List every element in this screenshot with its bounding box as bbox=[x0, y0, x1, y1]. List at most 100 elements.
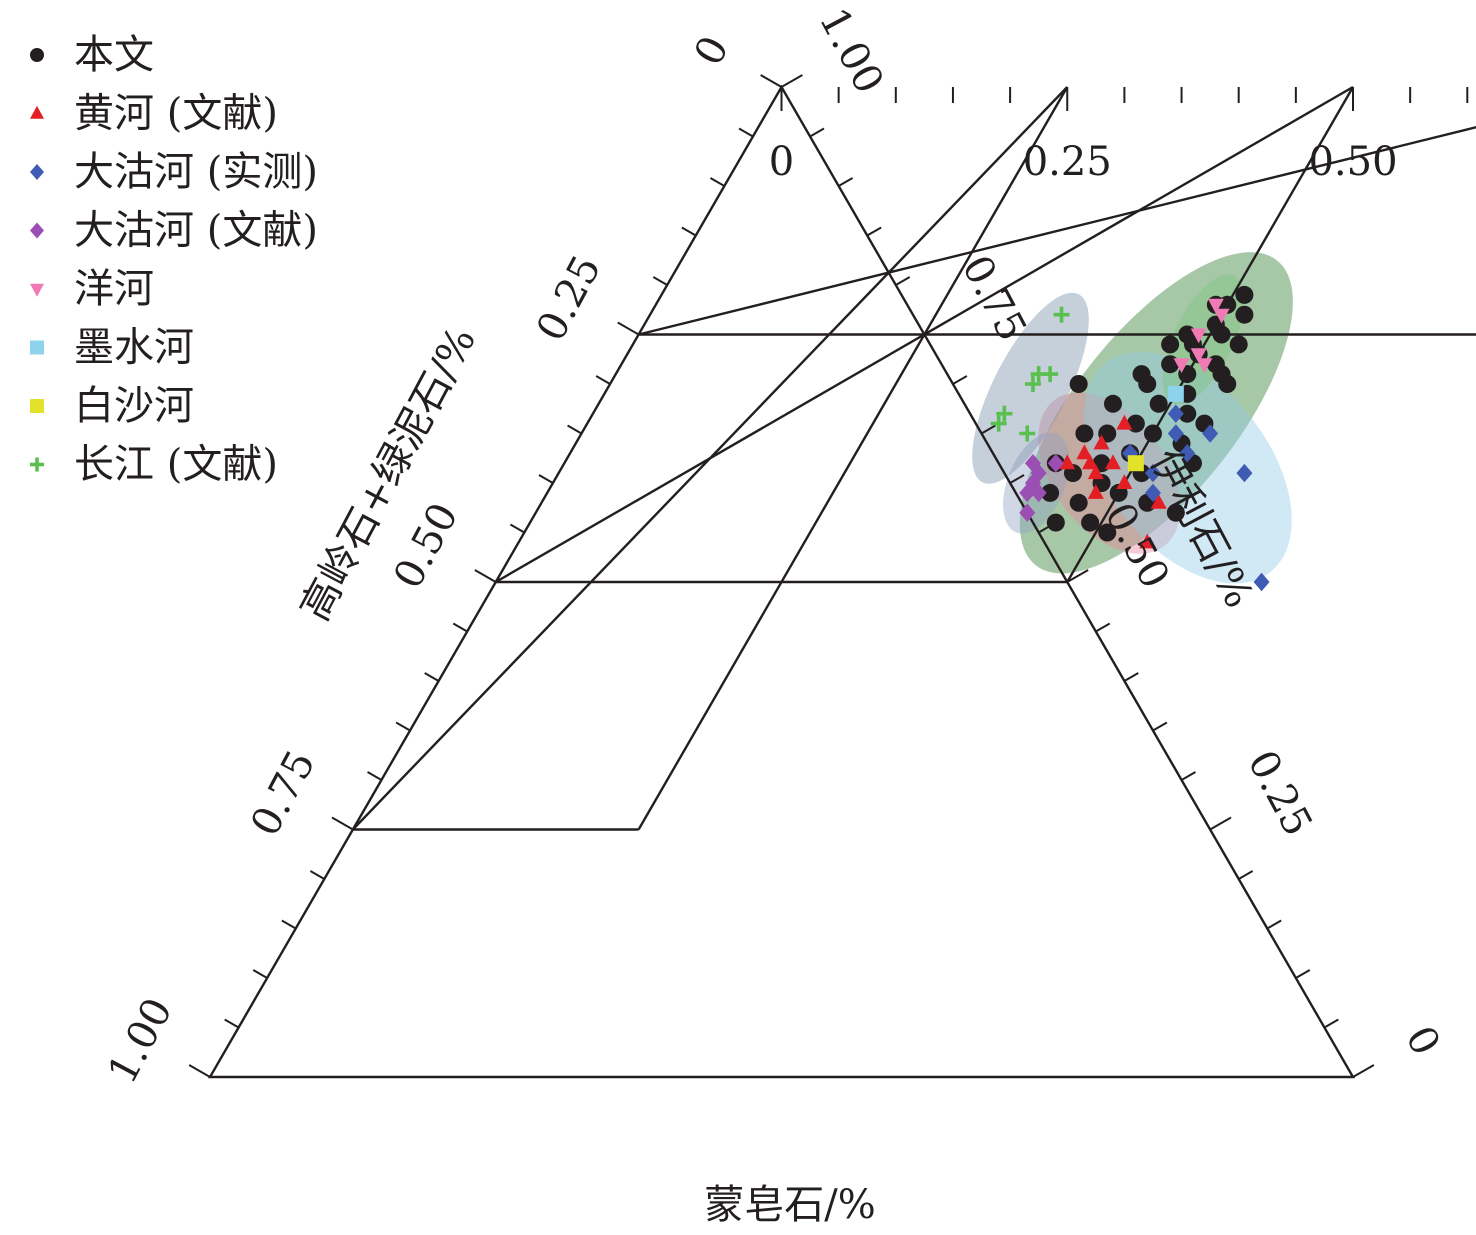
tick-right bbox=[923, 321, 946, 336]
point-大沽河 (文献) bbox=[1030, 463, 1047, 483]
tick-label-left: 0.75 bbox=[242, 743, 324, 843]
point-墨水河 bbox=[1167, 385, 1184, 402]
tick-right bbox=[781, 74, 803, 88]
grid-lines bbox=[352, 85, 1476, 831]
tick-right bbox=[1352, 1064, 1375, 1078]
point-本文 bbox=[1235, 285, 1254, 304]
point-本文 bbox=[1075, 424, 1094, 443]
point-大沽河 (文献) bbox=[1019, 483, 1036, 503]
tick-left bbox=[567, 424, 582, 435]
legend-marker bbox=[30, 222, 44, 239]
tick-left bbox=[395, 721, 411, 732]
tick-left bbox=[681, 226, 697, 237]
point-本文 bbox=[1161, 355, 1180, 374]
tick-label-left: 1.00 bbox=[99, 991, 181, 1091]
point-洋河 bbox=[1213, 308, 1230, 324]
point-大沽河 (文献) bbox=[1030, 483, 1047, 503]
point-大沽河 (实测) bbox=[1179, 444, 1196, 463]
point-本文 bbox=[1069, 375, 1088, 393]
tick-right bbox=[1095, 622, 1111, 633]
point-本文 bbox=[1166, 503, 1185, 522]
point-大沽河 (实测) bbox=[1202, 424, 1219, 443]
axis-ticks bbox=[188, 74, 1469, 1078]
tick-left bbox=[474, 569, 497, 583]
point-大沽河 (实测) bbox=[1167, 424, 1184, 443]
point-黄河 (文献) bbox=[1082, 454, 1099, 470]
point-黄河 (文献) bbox=[1104, 454, 1121, 470]
tick-label-left: 0.25 bbox=[528, 248, 610, 348]
legend-label: 白沙河 bbox=[74, 383, 194, 429]
point-黄河 (文献) bbox=[1087, 484, 1104, 499]
point-长江 (文献) bbox=[1053, 306, 1070, 323]
tick-left bbox=[188, 1064, 211, 1078]
point-本文 bbox=[1212, 325, 1231, 344]
tick-right bbox=[1295, 969, 1311, 979]
point-黄河 (文献) bbox=[1093, 434, 1110, 450]
tick-label-left: 0.50 bbox=[385, 496, 467, 596]
point-白沙河 bbox=[1127, 455, 1144, 472]
tick-right bbox=[1123, 672, 1139, 682]
tick-right bbox=[1152, 721, 1168, 732]
point-本文 bbox=[1178, 404, 1197, 423]
tick-right bbox=[895, 276, 911, 286]
point-黄河 (文献) bbox=[1139, 533, 1156, 549]
legend-marker bbox=[30, 457, 44, 472]
legend-label: 大沽河 (实测) bbox=[74, 149, 318, 195]
point-黄河 (文献) bbox=[1059, 454, 1076, 470]
point-本文 bbox=[1081, 513, 1100, 532]
tick-right bbox=[838, 177, 854, 187]
point-本文 bbox=[1041, 483, 1060, 502]
legend-label: 大沽河 (文献) bbox=[74, 208, 318, 254]
legend-marker bbox=[30, 163, 44, 181]
tick-right bbox=[866, 226, 882, 237]
legend-marker bbox=[30, 105, 44, 119]
tick-label-right: 0.25 bbox=[1238, 743, 1320, 843]
point-黄河 (文献) bbox=[1116, 474, 1133, 489]
point-黄河 (文献) bbox=[1076, 444, 1093, 460]
tick-right bbox=[1209, 816, 1232, 831]
point-长江 (文献) bbox=[1042, 366, 1059, 383]
point-长江 (文献) bbox=[996, 405, 1013, 422]
point-大沽河 (实测) bbox=[1167, 404, 1184, 423]
point-洋河 bbox=[1207, 298, 1224, 314]
point-本文 bbox=[1046, 513, 1065, 532]
point-黄河 (文献) bbox=[1116, 414, 1133, 430]
tick-label-bottom: 0.25 bbox=[1023, 139, 1112, 185]
point-洋河 bbox=[1196, 358, 1213, 373]
region-长江 (文献) bbox=[972, 292, 1089, 484]
point-洋河 bbox=[1173, 358, 1190, 373]
point-长江 (文献) bbox=[990, 415, 1007, 432]
point-本文 bbox=[1143, 424, 1162, 443]
tick-label-left: 0 bbox=[686, 29, 739, 73]
tick-left bbox=[281, 919, 297, 930]
point-洋河 bbox=[1190, 328, 1207, 344]
legend-marker bbox=[30, 283, 44, 297]
tick-left bbox=[738, 127, 754, 138]
legend-label: 长江 (文献) bbox=[74, 442, 278, 488]
tick-left bbox=[252, 969, 268, 979]
tick-right bbox=[981, 424, 996, 435]
tick-left bbox=[617, 321, 640, 336]
point-黄河 (文献) bbox=[1150, 494, 1167, 509]
point-洋河 bbox=[1190, 348, 1207, 364]
data-points bbox=[990, 285, 1270, 592]
tick-left bbox=[452, 622, 468, 633]
point-大沽河 (实测) bbox=[1253, 572, 1270, 592]
tick-left bbox=[424, 672, 440, 682]
tick-left bbox=[652, 276, 668, 286]
tick-left bbox=[538, 474, 554, 484]
tick-left bbox=[224, 1018, 240, 1029]
tick-left bbox=[709, 177, 725, 187]
bottom-axis-title: 蒙皂石/% bbox=[704, 1182, 875, 1228]
tick-label-bottom: 0.50 bbox=[1308, 139, 1397, 185]
legend-label: 本文 bbox=[74, 32, 154, 78]
tick-right bbox=[1323, 1018, 1339, 1029]
grid-line bbox=[638, 126, 1476, 336]
tick-right bbox=[1009, 474, 1025, 484]
tick-left bbox=[331, 816, 354, 831]
tick-right bbox=[809, 127, 825, 138]
point-大沽河 (实测) bbox=[1144, 463, 1161, 483]
tick-left bbox=[367, 771, 382, 781]
